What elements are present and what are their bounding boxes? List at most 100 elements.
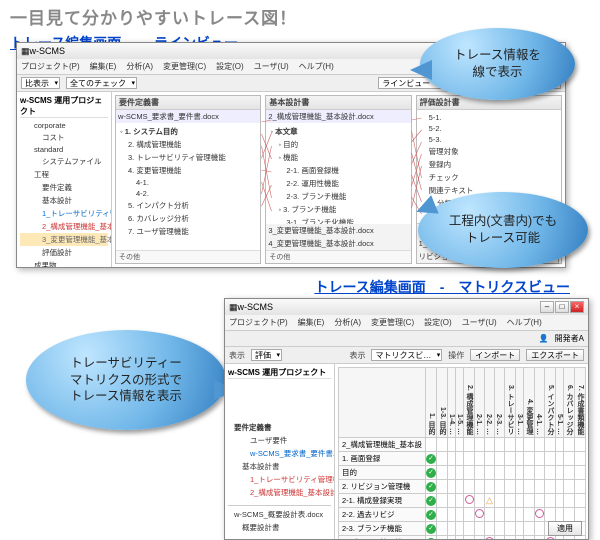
matrix-cell[interactable] bbox=[437, 466, 448, 480]
panel-file[interactable]: w-SCMS_要求書_要件書.docx bbox=[116, 110, 260, 123]
matrix-cell[interactable] bbox=[575, 508, 586, 522]
panel-row[interactable]: 5-2. bbox=[419, 123, 559, 134]
sidebar-item[interactable]: 評価設計 bbox=[20, 246, 108, 259]
matrix-cell[interactable] bbox=[545, 508, 556, 522]
panel-file[interactable]: 2_構成管理機能_基本設計.docx bbox=[266, 110, 410, 123]
matrix-cell[interactable] bbox=[535, 438, 545, 452]
matrix-cell[interactable] bbox=[456, 536, 464, 540]
matrix-cell[interactable] bbox=[505, 466, 516, 480]
matrix-cell[interactable] bbox=[464, 508, 475, 522]
sidebar-item[interactable]: 基本設計 bbox=[20, 194, 108, 207]
matrix-cell[interactable] bbox=[495, 466, 505, 480]
matrix-cell[interactable]: ✓ bbox=[426, 508, 437, 522]
matrix-cell[interactable] bbox=[505, 494, 516, 508]
matrix-cell[interactable] bbox=[464, 494, 475, 508]
matrix-cell[interactable] bbox=[535, 536, 545, 540]
matrix-cell[interactable] bbox=[564, 438, 575, 452]
menu-item[interactable]: 編集(E) bbox=[90, 61, 117, 72]
matrix-cell[interactable] bbox=[485, 466, 495, 480]
matrix-cell[interactable] bbox=[524, 480, 535, 494]
menu-item[interactable]: ヘルプ(H) bbox=[507, 317, 542, 328]
matrix-cell[interactable] bbox=[475, 480, 485, 494]
display-select-2[interactable]: 評価 bbox=[251, 349, 282, 361]
panel-row[interactable]: 3. トレーサビリティ管理機能 bbox=[118, 151, 258, 164]
panel-row[interactable]: 2-1. 画面登録機 bbox=[268, 164, 408, 177]
matrix-cell[interactable] bbox=[456, 466, 464, 480]
matrix-cell[interactable] bbox=[524, 494, 535, 508]
matrix-cell[interactable] bbox=[524, 536, 535, 540]
import-button-2[interactable]: インポート bbox=[470, 349, 520, 361]
display-select[interactable]: 比表示 bbox=[21, 77, 60, 89]
matrix-cell[interactable]: ✓ bbox=[426, 466, 437, 480]
matrix-cell[interactable] bbox=[464, 452, 475, 466]
menu-item[interactable]: 分析(A) bbox=[334, 317, 361, 328]
matrix-cell[interactable] bbox=[448, 466, 456, 480]
matrix-cell[interactable] bbox=[564, 494, 575, 508]
matrix-cell[interactable] bbox=[524, 438, 535, 452]
sidebar-item[interactable]: 1_トレーサビリティ管理 bbox=[20, 207, 108, 220]
panel-row[interactable]: 4-2. bbox=[118, 188, 258, 199]
matrix-cell[interactable] bbox=[556, 508, 564, 522]
matrix-cell[interactable] bbox=[505, 522, 516, 536]
menu-item[interactable]: 変更管理(C) bbox=[371, 317, 414, 328]
matrix-cell[interactable] bbox=[535, 452, 545, 466]
matrix-cell[interactable] bbox=[524, 466, 535, 480]
matrix-cell[interactable]: ✓ bbox=[426, 536, 437, 540]
matrix-cell[interactable] bbox=[448, 452, 456, 466]
matrix-cell[interactable] bbox=[535, 494, 545, 508]
matrix-cell[interactable] bbox=[426, 438, 437, 452]
matrix-cell[interactable] bbox=[535, 480, 545, 494]
matrix-cell[interactable] bbox=[535, 508, 545, 522]
matrix-cell[interactable] bbox=[495, 480, 505, 494]
panel-row[interactable]: ◦ 1. システム目的 bbox=[118, 125, 258, 138]
sidebar-item[interactable]: standard bbox=[20, 144, 108, 155]
matrix-cell[interactable] bbox=[556, 536, 564, 540]
matrix-cell[interactable] bbox=[485, 480, 495, 494]
sidebar-item[interactable]: 2_構成管理機能_基本設計書.docx bbox=[228, 486, 331, 499]
sidebar-item[interactable]: コスト bbox=[20, 131, 108, 144]
panel-row[interactable]: 登録内 bbox=[419, 158, 559, 171]
panel-row[interactable]: 5-3. bbox=[419, 134, 559, 145]
matrix-cell[interactable] bbox=[505, 438, 516, 452]
matrix-cell[interactable] bbox=[575, 494, 586, 508]
matrix-cell[interactable] bbox=[564, 508, 575, 522]
check-select[interactable]: 全てのチェック bbox=[66, 77, 137, 89]
sidebar-item[interactable]: 3_変更管理機能_基本設 bbox=[20, 233, 108, 246]
matrix-cell[interactable] bbox=[448, 522, 456, 536]
matrix-cell[interactable] bbox=[545, 466, 556, 480]
panel-subfile[interactable]: 3_変更管理機能_基本設計.docx bbox=[266, 224, 410, 237]
matrix-cell[interactable] bbox=[495, 522, 505, 536]
panel-row[interactable]: チェック bbox=[419, 171, 559, 184]
matrix-cell[interactable] bbox=[464, 536, 475, 540]
matrix-cell[interactable] bbox=[437, 480, 448, 494]
menu-item[interactable]: ユーザ(U) bbox=[462, 317, 497, 328]
export-button-2[interactable]: エクスポート bbox=[526, 349, 584, 361]
matrix-cell[interactable] bbox=[464, 522, 475, 536]
maximize-button[interactable]: □ bbox=[555, 301, 569, 313]
matrix-cell[interactable] bbox=[485, 508, 495, 522]
matrix-cell[interactable] bbox=[575, 466, 586, 480]
matrix-cell[interactable] bbox=[495, 536, 505, 540]
matrix-cell[interactable] bbox=[505, 480, 516, 494]
matrix-cell[interactable] bbox=[448, 508, 456, 522]
matrix-cell[interactable] bbox=[556, 494, 564, 508]
menu-item[interactable]: プロジェクト(P) bbox=[229, 317, 288, 328]
sidebar-item[interactable]: corporate bbox=[20, 120, 108, 131]
panel-row[interactable]: 管理対象 bbox=[419, 145, 559, 158]
matrix-cell[interactable] bbox=[545, 494, 556, 508]
matrix-cell[interactable] bbox=[564, 452, 575, 466]
footer-file-2[interactable]: 概要設計書 bbox=[228, 521, 331, 534]
sidebar-item[interactable]: 工程 bbox=[20, 168, 108, 181]
matrix-cell[interactable] bbox=[475, 494, 485, 508]
matrix-cell[interactable] bbox=[464, 466, 475, 480]
matrix-cell[interactable] bbox=[535, 466, 545, 480]
matrix-cell[interactable] bbox=[545, 452, 556, 466]
sidebar-item[interactable]: ユーザ要件 bbox=[228, 434, 331, 447]
sidebar-item[interactable]: 1_トレーサビリティ管理機 bbox=[228, 473, 331, 486]
panel-row[interactable]: 4-1. bbox=[118, 177, 258, 188]
matrix-cell[interactable] bbox=[556, 480, 564, 494]
matrix-cell[interactable] bbox=[516, 494, 524, 508]
apply-button-2[interactable]: 適用 bbox=[548, 521, 582, 536]
matrix-cell[interactable] bbox=[485, 536, 495, 540]
panel-row[interactable]: ◦ 機能 bbox=[268, 151, 408, 164]
